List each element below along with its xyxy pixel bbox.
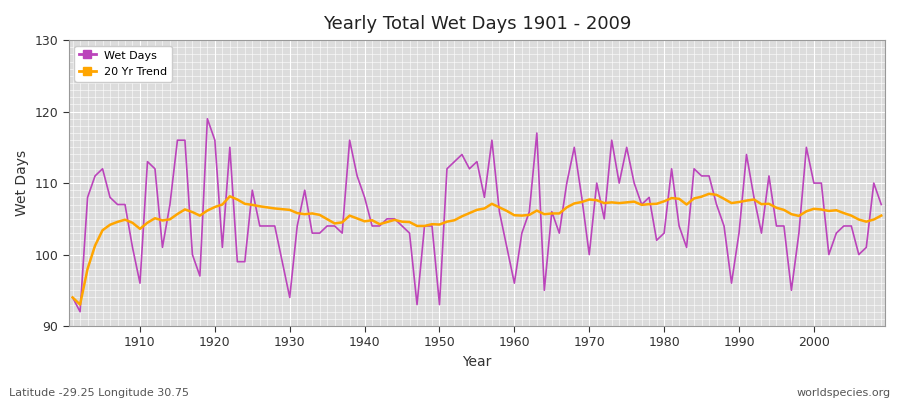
X-axis label: Year: Year (463, 355, 491, 369)
Text: Latitude -29.25 Longitude 30.75: Latitude -29.25 Longitude 30.75 (9, 388, 189, 398)
Text: worldspecies.org: worldspecies.org (796, 388, 891, 398)
Title: Yearly Total Wet Days 1901 - 2009: Yearly Total Wet Days 1901 - 2009 (323, 15, 631, 33)
Y-axis label: Wet Days: Wet Days (15, 150, 29, 216)
Legend: Wet Days, 20 Yr Trend: Wet Days, 20 Yr Trend (75, 46, 172, 82)
